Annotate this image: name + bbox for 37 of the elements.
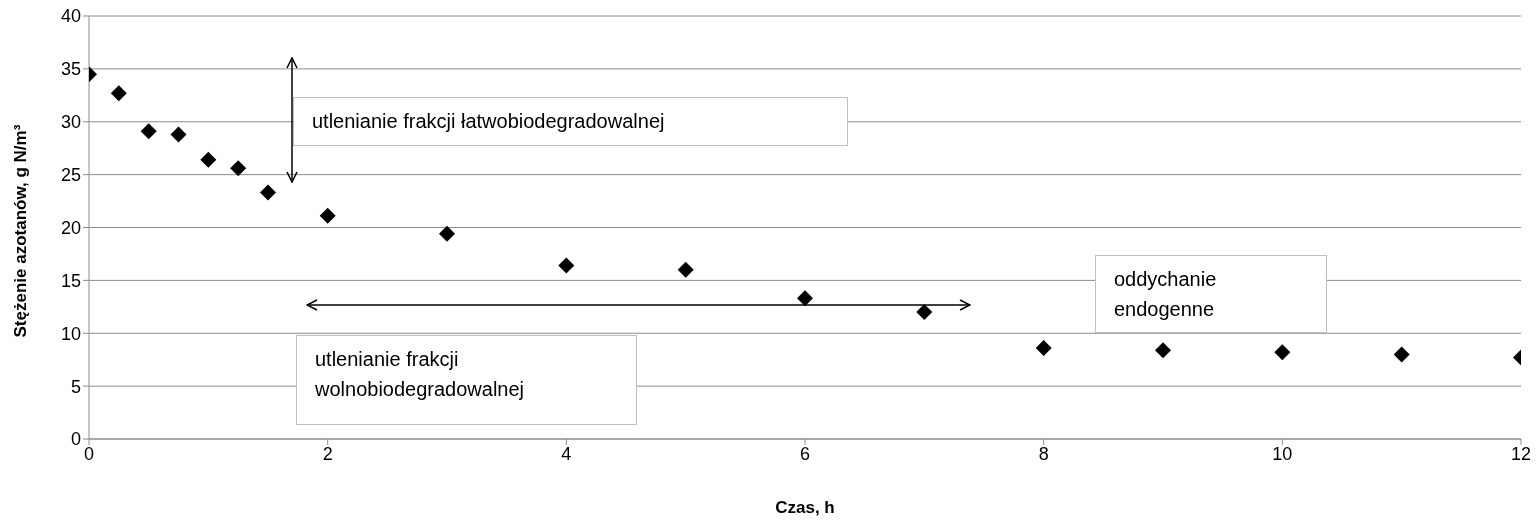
text-box: utlenianie frakcji łatwobiodegradowalnej	[293, 97, 848, 146]
text-box: oddychanie endogenne	[1095, 255, 1327, 333]
point	[1274, 344, 1291, 361]
x-tick-label: 8	[1038, 443, 1049, 464]
y-tick-label: 0	[70, 429, 81, 450]
y-tick-label: 20	[60, 217, 81, 238]
x-tick-label: 6	[799, 443, 811, 464]
point	[170, 126, 187, 143]
point	[916, 304, 933, 321]
y-tick-label: 15	[60, 270, 81, 291]
point	[1393, 346, 1410, 363]
point	[558, 257, 575, 274]
x-tick-label: 12	[1510, 443, 1532, 464]
y-tick-label: 25	[60, 165, 81, 186]
y-tick-label: 5	[70, 376, 81, 397]
point	[797, 290, 813, 307]
point	[439, 225, 455, 242]
x-tick-label: 0	[83, 443, 95, 464]
text-box: utlenianie frakcji wolnobiodegradowalnej	[296, 335, 637, 425]
point	[140, 123, 157, 140]
y-axis-title: Stężenie azotanów, g N/m³	[11, 124, 31, 338]
point	[230, 160, 247, 177]
x-tick-label: 4	[561, 443, 572, 464]
y-tick-label: 40	[60, 6, 81, 27]
point	[319, 207, 336, 224]
point	[260, 184, 276, 201]
point	[1035, 340, 1052, 357]
point	[110, 85, 127, 102]
y-tick-label: 10	[60, 323, 81, 344]
x-tick-label: 10	[1272, 443, 1293, 464]
y-tick-label: 30	[60, 112, 81, 133]
point	[677, 261, 694, 278]
y-tick-label: 35	[60, 59, 81, 80]
x-tick-label: 2	[322, 443, 333, 464]
x-axis-title: Czas, h	[775, 498, 835, 517]
point	[1155, 342, 1171, 359]
point	[200, 151, 217, 168]
